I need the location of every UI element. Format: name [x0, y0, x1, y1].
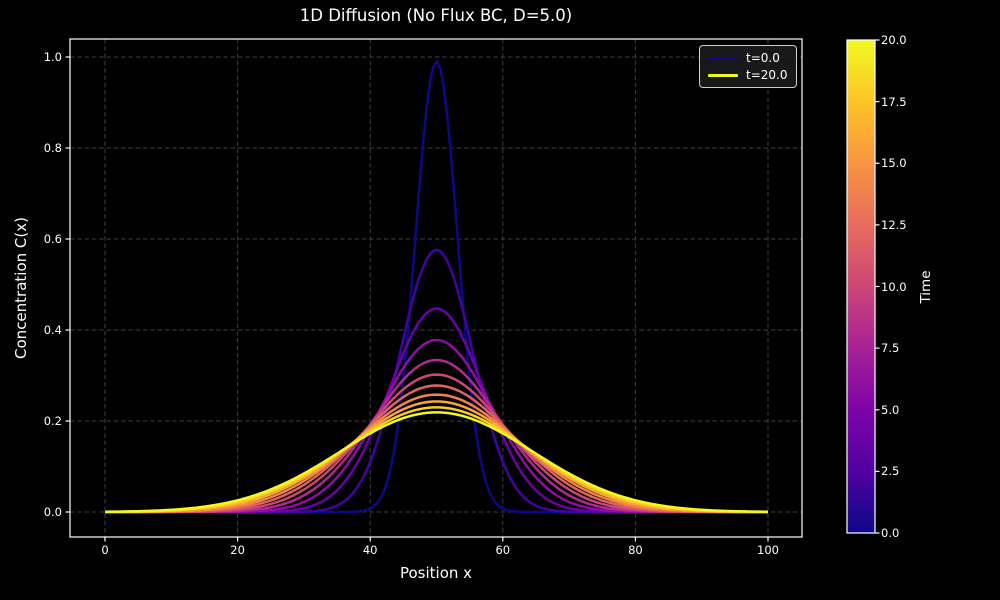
legend: t=0.0 t=20.0 [699, 45, 797, 88]
colorbar-tick-label-0.0: 0.0 [881, 526, 900, 540]
legend-item-t20: t=20.0 [708, 68, 788, 82]
y-tick-label-1.0: 1.0 [43, 50, 62, 64]
curve-t=12.0 [105, 384, 768, 514]
y-tick-label-0.8: 0.8 [43, 141, 62, 155]
colorbar-tick-label-17.5: 17.5 [881, 94, 907, 109]
legend-line-sample-t0 [708, 56, 738, 60]
chart-title: 1D Diffusion (No Flux BC, D=5.0) [299, 6, 573, 25]
x-tick-label-20: 20 [230, 543, 245, 557]
colorbar-tick-label-15.0: 15.0 [881, 156, 907, 171]
curve-t=8.0 [105, 358, 768, 514]
curve-t=16.0 [104, 400, 769, 514]
y-axis-label: Concentration C(x) [12, 217, 30, 359]
x-tick-label-60: 60 [495, 543, 511, 557]
x-axis-label: Position x [399, 564, 473, 582]
legend-item-t0: t=0.0 [708, 51, 788, 65]
y-tick-label-0.6: 0.6 [43, 232, 62, 246]
curve-t=0.0 [105, 60, 768, 514]
x-tick-label-40: 40 [362, 543, 378, 557]
y-tick-label-0.0: 0.0 [43, 505, 62, 519]
x-tick-label-80: 80 [628, 543, 643, 557]
curve-t=20.0 [104, 411, 769, 513]
legend-label-t20: t=20.0 [746, 68, 788, 82]
legend-line-sample-t20 [708, 73, 738, 77]
colorbar-label: Time [918, 270, 934, 304]
x-tick-label-100: 100 [757, 543, 779, 557]
colorbar-outline [846, 39, 876, 534]
colorbar-tick-label-5.0: 5.0 [881, 402, 900, 417]
y-tick-label-0.2: 0.2 [43, 414, 62, 428]
curve-t=6.0 [105, 338, 768, 514]
colorbar-gradient [847, 40, 875, 533]
colorbar-tick-label-12.5: 12.5 [881, 217, 907, 232]
curve-t=14.0 [105, 393, 768, 514]
colorbar-tick-label-20.0: 20.0 [881, 33, 907, 47]
curve-t=18.0 [104, 406, 769, 514]
diffusion-curves [104, 60, 769, 514]
colorbar-tick-label-7.5: 7.5 [881, 341, 900, 356]
tick-marks [65, 39, 880, 542]
colorbar-tick-label-10.0: 10.0 [881, 279, 907, 294]
axes-spines [69, 38, 803, 538]
curve-t=2.0 [105, 248, 768, 514]
legend-label-t0: t=0.0 [746, 51, 780, 65]
grid-lines [70, 39, 802, 537]
colorbar-tick-label-2.5: 2.5 [881, 464, 900, 479]
axes-frame [69, 38, 876, 538]
x-tick-label-0: 0 [101, 543, 109, 557]
y-tick-label-0.4: 0.4 [43, 323, 62, 337]
